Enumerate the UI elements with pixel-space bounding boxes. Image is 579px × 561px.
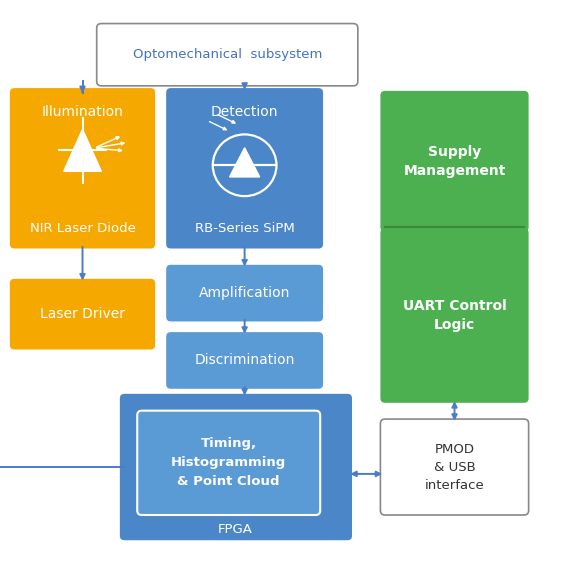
- FancyBboxPatch shape: [380, 228, 529, 403]
- Polygon shape: [64, 129, 101, 171]
- FancyBboxPatch shape: [166, 88, 323, 249]
- Text: Laser Driver: Laser Driver: [40, 307, 125, 321]
- FancyBboxPatch shape: [10, 279, 155, 350]
- FancyBboxPatch shape: [166, 265, 323, 321]
- FancyBboxPatch shape: [380, 419, 529, 515]
- Text: FPGA: FPGA: [218, 522, 253, 536]
- Text: PMOD
& USB
interface: PMOD & USB interface: [424, 443, 485, 491]
- FancyBboxPatch shape: [137, 411, 320, 515]
- Text: Discrimination: Discrimination: [195, 353, 295, 367]
- FancyBboxPatch shape: [120, 394, 352, 540]
- Polygon shape: [229, 148, 259, 177]
- FancyBboxPatch shape: [380, 91, 529, 232]
- FancyBboxPatch shape: [166, 332, 323, 389]
- Text: Optomechanical  subsystem: Optomechanical subsystem: [133, 48, 322, 61]
- FancyBboxPatch shape: [97, 24, 358, 86]
- Text: UART Control
Logic: UART Control Logic: [402, 299, 507, 332]
- Text: Detection: Detection: [211, 105, 278, 119]
- Text: RB-Series SiPM: RB-Series SiPM: [195, 222, 295, 235]
- Text: Timing,
Histogramming
& Point Cloud: Timing, Histogramming & Point Cloud: [171, 438, 287, 488]
- Text: Amplification: Amplification: [199, 286, 290, 300]
- Text: Supply
Management: Supply Management: [404, 145, 505, 178]
- FancyBboxPatch shape: [10, 88, 155, 249]
- Text: Illumination: Illumination: [42, 105, 123, 119]
- Text: NIR Laser Diode: NIR Laser Diode: [30, 222, 135, 235]
